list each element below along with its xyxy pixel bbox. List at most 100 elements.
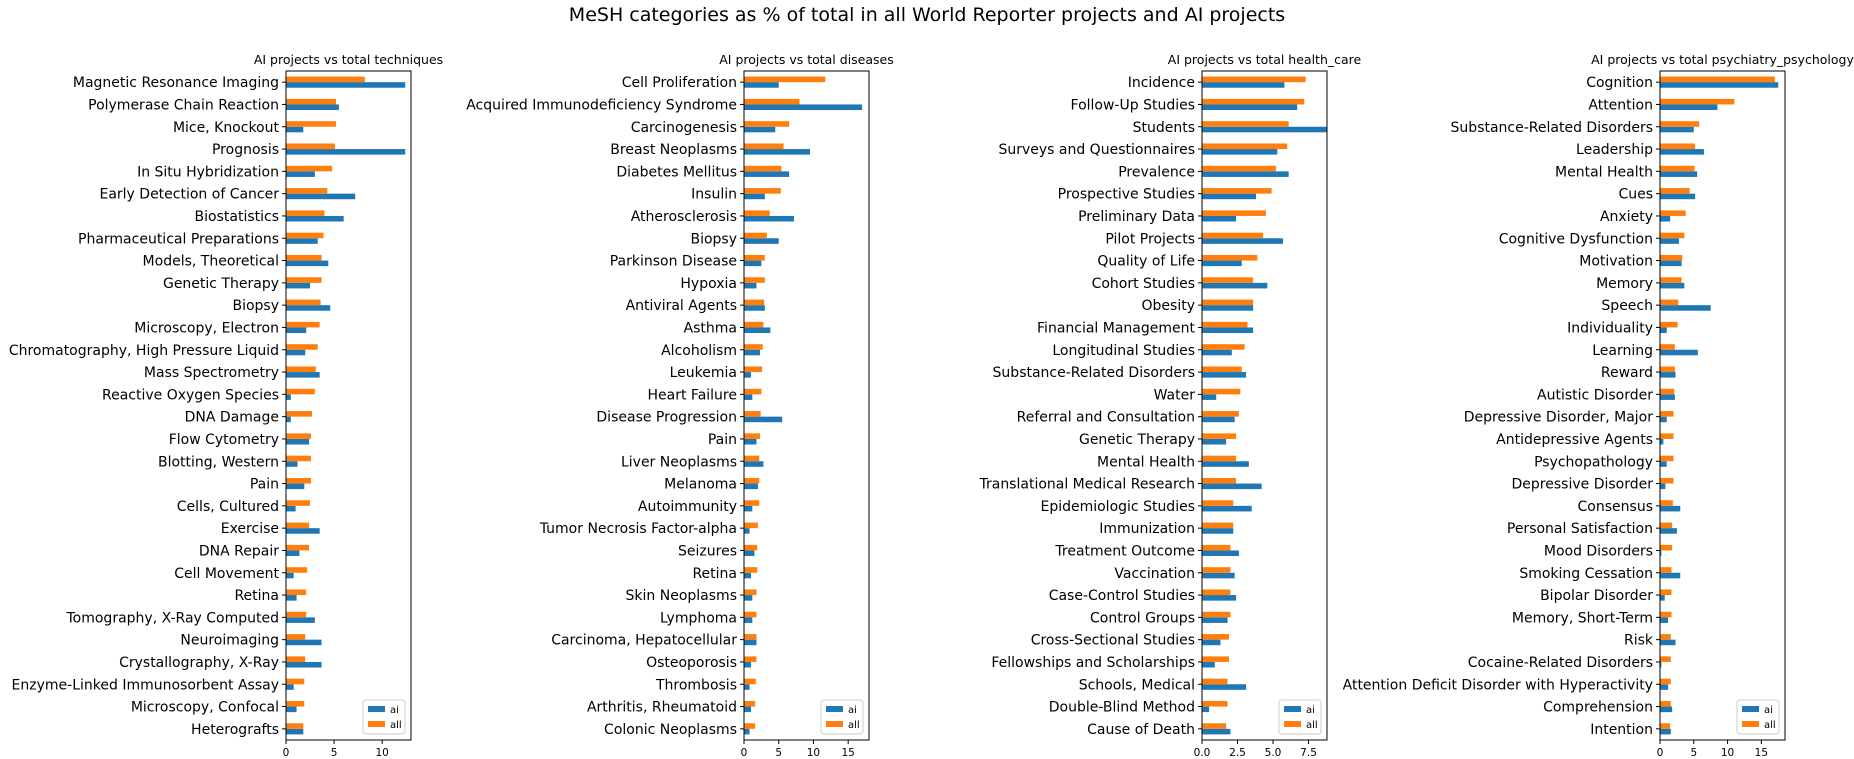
- y-tick-label: Cognition: [1586, 75, 1653, 91]
- x-tick-label: 7.5: [1300, 747, 1317, 759]
- bar-all: [744, 433, 760, 439]
- y-tick-label: Psychopathology: [1534, 454, 1653, 470]
- x-tick-label: 10: [1721, 747, 1734, 759]
- bar-ai: [286, 82, 406, 88]
- bar-ai: [286, 260, 329, 267]
- x-tick-label: 0: [1657, 747, 1664, 759]
- y-tick-label: Cognitive Dysfunction: [1499, 231, 1653, 247]
- bar-ai: [1202, 282, 1268, 289]
- bar-ai: [1202, 461, 1249, 467]
- legend-label-ai: ai: [848, 705, 857, 716]
- y-tick-label: In Situ Hybridization: [137, 164, 279, 180]
- bar-all: [1660, 121, 1700, 127]
- bar-all: [1660, 611, 1672, 618]
- bar-all: [744, 388, 762, 395]
- bar-ai: [744, 305, 765, 311]
- axes-frame: [285, 70, 412, 741]
- bar-ai: [1660, 327, 1667, 334]
- bar-ai: [286, 639, 322, 646]
- bar-ai: [1660, 260, 1682, 267]
- bar-ai: [744, 215, 794, 222]
- y-tick-label: Memory, Short-Term: [1512, 610, 1653, 626]
- y-tick-label: Tomography, X-Ray Computed: [65, 610, 279, 626]
- bar-all: [744, 700, 756, 707]
- bar-all: [1202, 500, 1234, 506]
- bar-all: [1202, 76, 1306, 83]
- y-tick-label: Diabetes Mellitus: [616, 164, 737, 180]
- x-tick-label: 2.5: [1229, 747, 1246, 759]
- bar-all: [1660, 411, 1674, 417]
- bar-ai: [1660, 104, 1718, 111]
- bar-ai: [744, 595, 753, 601]
- y-tick-label: Cues: [1618, 187, 1653, 203]
- bar-all: [1660, 98, 1735, 105]
- y-tick-label: Attention: [1588, 97, 1653, 113]
- y-tick-label: Immunization: [1099, 521, 1195, 537]
- bar-ai: [744, 126, 776, 133]
- bar-ai: [1202, 171, 1289, 177]
- bar-all: [1202, 411, 1239, 417]
- bar-all: [744, 544, 758, 551]
- bar-all: [1202, 210, 1266, 216]
- bar-all: [1202, 723, 1227, 729]
- bar-all: [1202, 544, 1231, 551]
- y-tick-label: Biopsy: [690, 231, 737, 247]
- y-tick-label: Consensus: [1578, 499, 1653, 515]
- bar-all: [744, 210, 770, 216]
- y-tick-label: Heart Failure: [648, 387, 737, 403]
- bar-ai: [744, 461, 764, 467]
- bar-all: [1660, 366, 1675, 373]
- bar-ai: [744, 349, 760, 356]
- bar-ai: [744, 282, 757, 289]
- y-tick-label: Autistic Disorder: [1537, 387, 1653, 403]
- y-tick-label: Vaccination: [1114, 566, 1195, 582]
- y-tick-label: Flow Cytometry: [169, 432, 279, 448]
- y-tick-label: Motivation: [1579, 254, 1653, 270]
- y-tick-label: Fellowships and Scholarships: [991, 655, 1195, 671]
- bar-all: [744, 344, 763, 350]
- bar-all: [286, 544, 310, 551]
- bar-ai: [1202, 505, 1252, 512]
- bar-ai: [744, 639, 757, 646]
- y-tick-label: Colonic Neoplasms: [604, 722, 737, 738]
- y-tick-label: Seizures: [678, 543, 737, 559]
- x-tick-label: 0: [741, 747, 748, 759]
- bar-ai: [1202, 193, 1256, 200]
- bar-all: [286, 723, 304, 729]
- bar-ai: [286, 617, 315, 623]
- bar-all: [286, 388, 315, 395]
- bar-ai: [1660, 728, 1671, 735]
- bar-all: [1202, 656, 1229, 662]
- bar-ai: [286, 572, 294, 579]
- x-tick-label: 10: [807, 747, 820, 759]
- bar-ai: [744, 483, 758, 490]
- legend-label-ai: ai: [1764, 705, 1773, 716]
- bar-ai: [1202, 528, 1234, 534]
- bar-ai: [1202, 684, 1247, 690]
- bar-ai: [744, 550, 755, 557]
- y-tick-label: Thrombosis: [655, 677, 737, 693]
- bar-ai: [286, 126, 304, 133]
- bar-ai: [744, 728, 750, 735]
- bar-ai: [286, 104, 339, 111]
- chart-panel-3: AI projects vs total psychiatry_psycholo…: [1343, 52, 1854, 759]
- bar-ai: [744, 617, 753, 623]
- bar-all: [286, 277, 322, 283]
- y-tick-label: Water: [1154, 387, 1196, 403]
- bar-ai: [1660, 193, 1696, 200]
- bar-all: [286, 611, 307, 618]
- bar-ai: [1660, 215, 1671, 222]
- bar-all: [1202, 611, 1231, 618]
- bar-ai: [1202, 595, 1237, 601]
- bar-all: [286, 455, 311, 462]
- bar-ai: [744, 706, 751, 713]
- bar-all: [286, 700, 305, 707]
- axes-frame: [1201, 70, 1328, 741]
- y-tick-label: Antiviral Agents: [626, 298, 737, 314]
- bar-all: [744, 678, 756, 685]
- bar-ai: [744, 372, 751, 378]
- bar-all: [744, 321, 764, 328]
- bar-ai: [286, 282, 311, 289]
- bar-all: [1202, 700, 1228, 707]
- y-tick-label: Translational Medical Research: [978, 477, 1195, 493]
